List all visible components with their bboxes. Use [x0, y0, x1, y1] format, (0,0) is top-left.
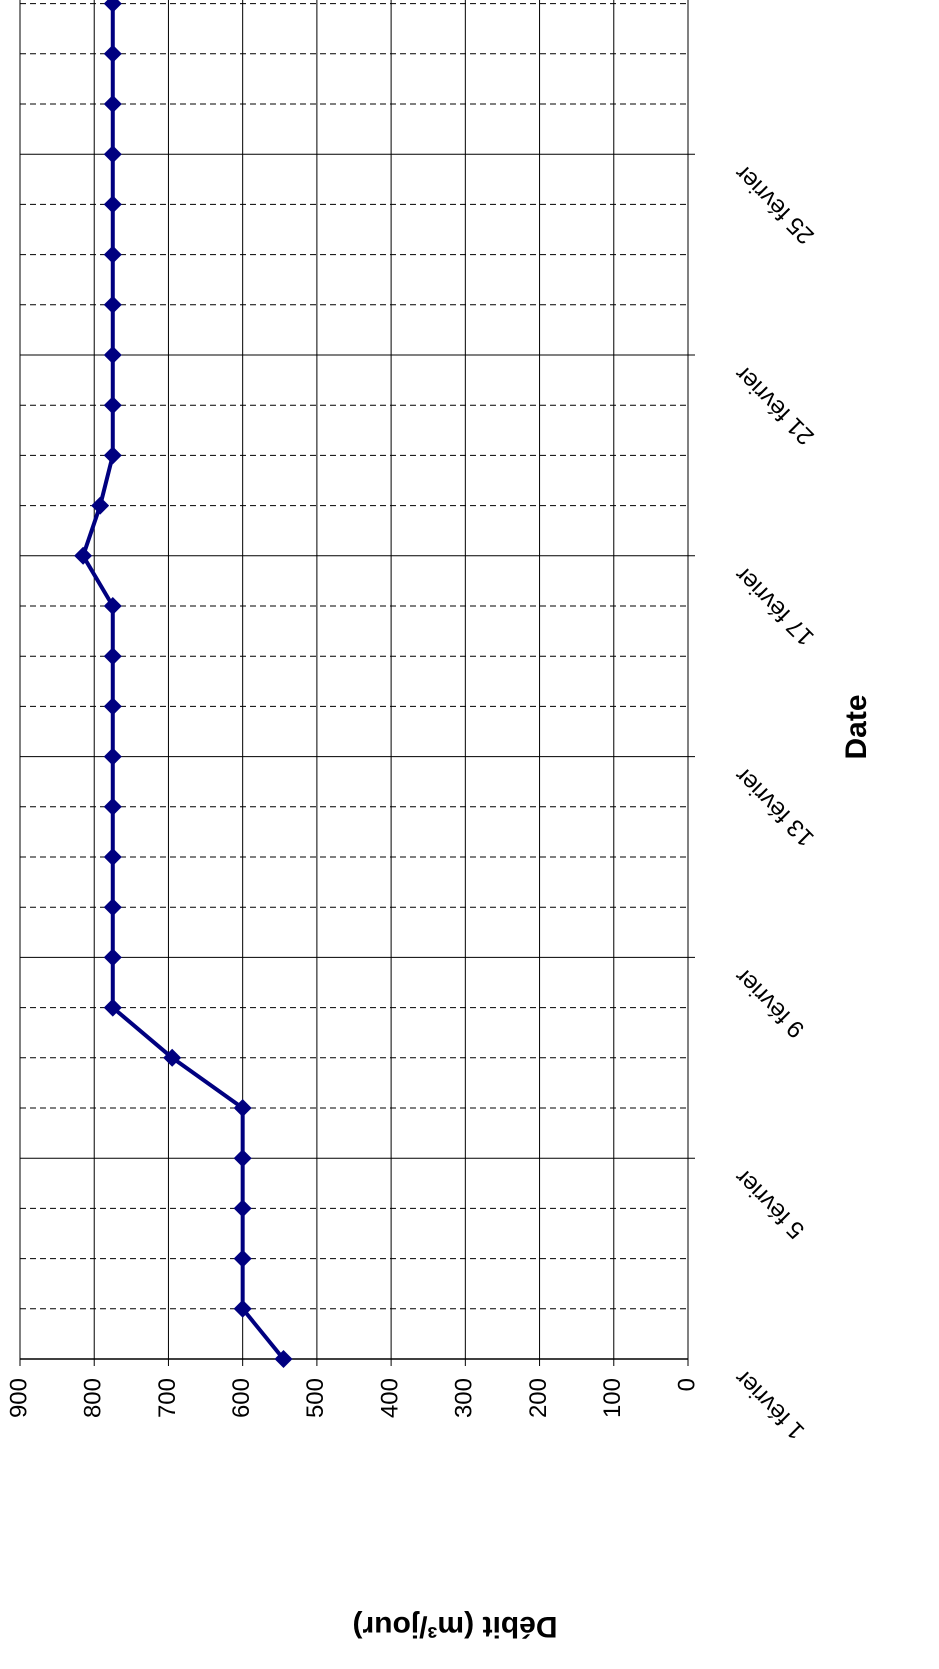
data-point [233, 1249, 252, 1268]
y-tick-label: 700 [154, 1378, 181, 1418]
y-tick-label: 900 [5, 1378, 32, 1418]
data-point [103, 195, 122, 214]
y-axis-title: Débit (m³/jour) [353, 1610, 558, 1643]
y-tick-label: 800 [80, 1378, 107, 1418]
data-point [233, 1099, 252, 1117]
data-point [103, 747, 122, 766]
data-point [91, 496, 110, 515]
data-point [103, 95, 122, 113]
x-tick-label: 25 février [730, 159, 820, 249]
x-axis-title: Date [840, 694, 873, 759]
y-tick-label: 400 [376, 1378, 403, 1418]
data-point [103, 446, 122, 465]
x-tick-label: 13 février [730, 762, 820, 852]
x-tick-label: 5 février [730, 1163, 810, 1243]
y-tick-label: 200 [525, 1378, 552, 1418]
data-point [103, 245, 122, 264]
data-point [103, 145, 122, 164]
data-point [233, 1149, 252, 1168]
data-point [103, 697, 122, 716]
data-point [233, 1199, 252, 1218]
data-point [103, 998, 122, 1017]
data-point [103, 797, 122, 816]
data-point [233, 1299, 252, 1318]
y-tick-label: 100 [599, 1378, 626, 1418]
y-tick-label: 300 [451, 1378, 478, 1418]
data-point [274, 1350, 293, 1368]
y-tick-label: 500 [302, 1378, 329, 1418]
data-point [163, 1048, 182, 1067]
x-tick-label: 9 février [730, 963, 810, 1043]
data-point [103, 848, 122, 866]
data-point [103, 948, 122, 967]
x-tick-label: 21 février [730, 360, 820, 450]
data-point [103, 396, 122, 415]
line-series [81, 3, 286, 1361]
data-point [103, 0, 122, 13]
x-tick-label: 1 février [730, 1364, 810, 1444]
data-point [103, 647, 122, 666]
y-tick-label: 600 [228, 1378, 255, 1418]
data-point [103, 44, 122, 63]
data-point [103, 597, 122, 615]
y-tick-label: 0 [673, 1378, 700, 1391]
x-tick-label: 17 février [730, 561, 820, 651]
data-point [103, 346, 122, 364]
data-point [103, 898, 122, 917]
data-point [74, 546, 93, 565]
data-point [103, 295, 122, 314]
